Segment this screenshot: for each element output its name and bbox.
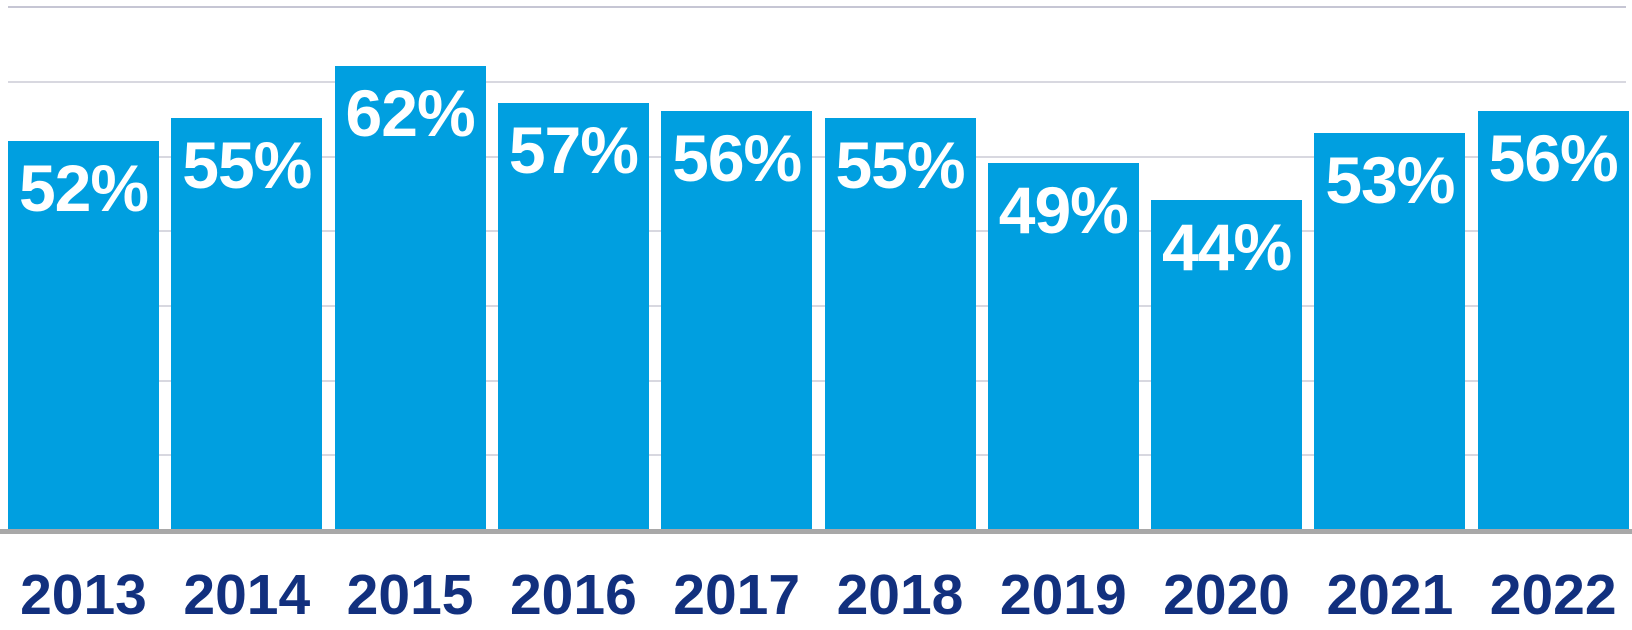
gridline-30pct — [8, 304, 1626, 307]
bar-value-label: 49% — [998, 172, 1129, 247]
bar-value-label: 56% — [672, 120, 802, 195]
bar-2014: 55% — [171, 118, 323, 529]
x-axis-label-2013: 2013 — [20, 563, 147, 627]
gridline-10pct — [8, 454, 1626, 457]
x-axis-label-2021: 2021 — [1326, 563, 1454, 627]
bar-value-label: 56% — [1488, 120, 1619, 195]
bar-2016: 57% — [497, 103, 649, 529]
bar-2013: 52% — [8, 140, 159, 529]
bar-2015: 62% — [334, 65, 486, 529]
x-axis-label-2015: 2015 — [346, 563, 474, 627]
bar-2021: 53% — [1314, 133, 1466, 529]
bar-2018: 55% — [824, 118, 976, 529]
bar-2019: 49% — [987, 162, 1139, 529]
x-axis-label-2016: 2016 — [509, 563, 637, 627]
x-axis-label-2017: 2017 — [673, 563, 801, 627]
bar-value-label: 44% — [1162, 210, 1292, 285]
x-axis-label-2014: 2014 — [183, 563, 311, 627]
x-axis-label-2022: 2022 — [1489, 563, 1617, 627]
gridline-70pct — [8, 6, 1626, 9]
x-axis-label-2019: 2019 — [999, 563, 1127, 627]
x-axis-line — [0, 529, 1632, 534]
bar-value-label: 52% — [18, 150, 149, 225]
bar-2022: 56% — [1477, 110, 1629, 529]
gridline-50pct — [8, 155, 1626, 158]
bar-value-label: 53% — [1325, 143, 1455, 218]
bar-value-label: 57% — [508, 113, 639, 188]
bar-value-label: 55% — [182, 128, 312, 203]
x-axis-label-2020: 2020 — [1163, 563, 1290, 627]
gridline-60pct — [8, 80, 1626, 83]
x-axis-label-2018: 2018 — [836, 563, 964, 627]
gridline-20pct — [8, 379, 1626, 382]
bar-2017: 56% — [661, 110, 813, 529]
bar-value-label: 55% — [835, 128, 965, 203]
gridline-40pct — [8, 230, 1626, 233]
bar-2020: 44% — [1151, 200, 1303, 529]
bar-value-label: 62% — [345, 75, 476, 150]
